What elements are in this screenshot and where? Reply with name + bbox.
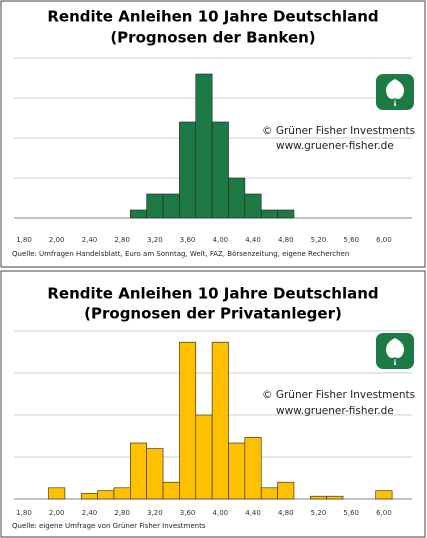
x-tick-label: 4,40 <box>245 509 261 517</box>
bar <box>113 487 131 500</box>
x-tick-label: 5,60 <box>343 236 359 244</box>
bar <box>162 481 180 500</box>
x-tick-label: 2,00 <box>49 236 65 244</box>
bar <box>260 487 278 500</box>
chart-panel: Rendite Anleihen 10 Jahre Deutschland (Pr… <box>0 0 426 268</box>
x-tick-label: 1,80 <box>16 509 32 517</box>
bar <box>162 193 180 219</box>
x-tick-label: 4,40 <box>245 236 261 244</box>
bar <box>211 341 229 500</box>
bar <box>277 481 295 500</box>
bar <box>211 121 229 219</box>
bar <box>277 209 295 219</box>
chart-subtitle: (Prognosen der Banken) <box>110 29 315 47</box>
bar <box>244 437 262 500</box>
bar <box>80 493 98 500</box>
x-tick-label: 4,80 <box>278 509 294 517</box>
x-tick-label: 5,60 <box>343 509 359 517</box>
watermark: www.gruener-fisher.de <box>276 405 394 417</box>
panel-border <box>0 0 426 268</box>
logo-tree <box>386 338 404 365</box>
bar <box>375 490 393 500</box>
chart-title: Rendite Anleihen 10 Jahre Deutschland <box>47 285 378 303</box>
chart-panel: Rendite Anleihen 10 Jahre Deutschland (Pr… <box>0 270 426 538</box>
bar <box>97 490 115 500</box>
bar <box>48 487 66 500</box>
logo-tree <box>386 79 404 106</box>
x-tick-label: 2,80 <box>114 236 130 244</box>
x-tick-label: 2,40 <box>82 236 98 244</box>
x-tick-label: 3,60 <box>180 236 196 244</box>
watermark: © Grüner Fisher Investments <box>262 389 415 401</box>
x-tick-label: 4,00 <box>213 509 229 517</box>
x-tick-label: 1,80 <box>16 236 32 244</box>
bar <box>244 193 262 219</box>
x-tick-label: 4,00 <box>213 236 229 244</box>
bar <box>195 414 213 500</box>
x-tick-label: 5,20 <box>311 236 327 244</box>
bar <box>179 341 197 500</box>
x-tick-label: 5,20 <box>311 509 327 517</box>
bar <box>309 495 327 500</box>
watermark: © Grüner Fisher Investments <box>262 125 415 137</box>
panel-border <box>0 270 426 538</box>
bar <box>179 121 197 219</box>
bar <box>195 73 213 219</box>
source: Quelle: eigene Umfrage von Grüner Fisher… <box>12 522 206 530</box>
x-tick-label: 4,80 <box>278 236 294 244</box>
bar <box>146 448 164 500</box>
x-tick-label: 3,20 <box>147 509 163 517</box>
x-tick-label: 6,00 <box>376 236 392 244</box>
x-tick-label: 3,20 <box>147 236 163 244</box>
x-tick-label: 6,00 <box>376 509 392 517</box>
chart-subtitle: (Prognosen der Privatanleger) <box>84 305 342 323</box>
bar <box>228 177 246 219</box>
watermark: www.gruener-fisher.de <box>276 140 394 152</box>
chart-title: Rendite Anleihen 10 Jahre Deutschland <box>47 8 378 26</box>
x-tick-label: 2,80 <box>114 509 130 517</box>
x-tick-label: 2,00 <box>49 509 65 517</box>
source: Quelle: Umfragen Handelsblatt, Euro am S… <box>12 250 349 258</box>
bar <box>260 209 278 219</box>
bar <box>146 193 164 219</box>
bar <box>326 495 344 500</box>
bar <box>228 442 246 500</box>
bar <box>130 442 148 500</box>
bar <box>130 209 148 219</box>
x-tick-label: 2,40 <box>82 509 98 517</box>
x-tick-label: 3,60 <box>180 509 196 517</box>
